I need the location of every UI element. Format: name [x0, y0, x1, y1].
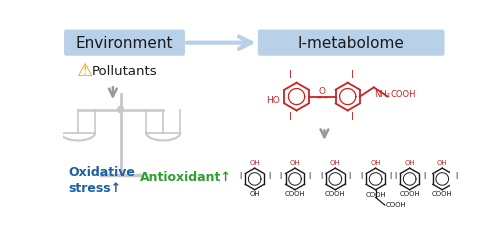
Text: I: I [320, 172, 322, 181]
Text: COOH: COOH [432, 191, 452, 197]
Text: Pollutants: Pollutants [92, 65, 158, 78]
Text: Environment: Environment [76, 36, 174, 51]
Text: I: I [389, 172, 391, 181]
Text: COOH: COOH [325, 191, 345, 197]
Text: I: I [351, 70, 354, 80]
Text: I: I [351, 112, 354, 122]
Text: OH: OH [404, 160, 415, 166]
FancyBboxPatch shape [64, 30, 185, 56]
Text: I: I [240, 172, 242, 181]
Text: COOH: COOH [284, 191, 306, 197]
Text: OH: OH [330, 160, 340, 166]
FancyBboxPatch shape [258, 30, 444, 56]
Text: OH: OH [437, 160, 448, 166]
Text: HO: HO [266, 96, 280, 105]
Text: COOH: COOH [400, 191, 420, 197]
Text: OH: OH [250, 160, 260, 166]
Circle shape [118, 107, 124, 113]
Text: I: I [289, 112, 292, 122]
Text: NH₂: NH₂ [374, 90, 390, 99]
Text: I: I [268, 172, 270, 181]
Text: COOH: COOH [391, 90, 416, 99]
Text: OH: OH [370, 160, 381, 166]
Text: Antioxidant↑: Antioxidant↑ [140, 171, 232, 184]
Text: ⚠: ⚠ [76, 62, 92, 80]
Text: COOH: COOH [365, 192, 386, 198]
Text: I: I [348, 172, 350, 181]
Text: I-metabolome: I-metabolome [298, 36, 404, 51]
Text: O: O [318, 87, 326, 96]
Text: COOH: COOH [386, 202, 406, 208]
Text: OH: OH [290, 160, 300, 166]
Text: I: I [394, 172, 396, 181]
Text: I: I [280, 172, 282, 181]
Text: I: I [360, 172, 362, 181]
Text: I: I [308, 172, 310, 181]
Text: I: I [423, 172, 425, 181]
Text: Oxidative
stress↑: Oxidative stress↑ [68, 166, 136, 195]
Text: I: I [289, 70, 292, 80]
Text: I: I [456, 172, 458, 181]
Text: OH: OH [250, 191, 260, 197]
